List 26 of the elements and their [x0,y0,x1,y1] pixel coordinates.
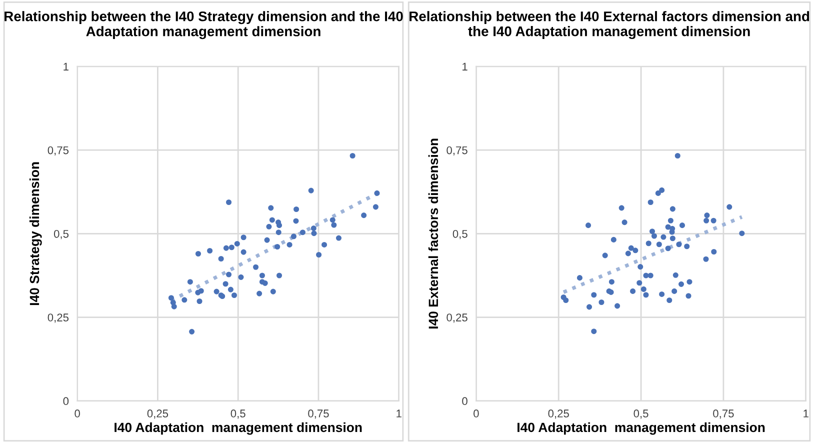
y-axis-title: I40 Strategy dimension [29,162,42,306]
y-tick-label: 0 [63,397,69,406]
x-tick-label: 0,25 [147,410,168,419]
y-tick-label: 0,75 [446,146,468,156]
x-axis-title: I40 Adaptation management dimension [114,422,362,435]
y-tick-label: 0,5 [54,230,69,240]
y-tick-label: 0,75 [48,146,69,156]
chart-title: Relationship between the I40 External factors dimension and the I40 Adaptation management dimension [410,11,810,40]
x-tick-label: 1 [396,410,402,418]
y-tick-label: 1 [462,62,468,70]
x-tick-label: 1 [804,410,808,418]
y-tick-label: 0,25 [48,314,69,323]
chart-title: Relationship between the I40 Strategy dimension and the I40 Adaptation management dimension [4,11,403,40]
y-tick-label: 0,5 [452,230,468,240]
x-tick-label: 0 [474,410,479,418]
x-tick-label: 0 [74,410,80,418]
x-tick-label: 0,75 [308,410,329,419]
x-tick-label: 0,75 [713,410,734,419]
y-axis-title: I40 External factors dimension [428,138,438,328]
y-tick-label: 0 [462,397,468,406]
x-tick-label: 0,5 [230,410,246,419]
y-tick-label: 0,25 [446,314,468,323]
y-tick-label: 1 [64,62,68,70]
x-axis-title: I40 Adaptation management dimension [518,422,765,435]
x-tick-label: 0,5 [634,410,648,419]
x-tick-label: 0,25 [548,410,569,419]
